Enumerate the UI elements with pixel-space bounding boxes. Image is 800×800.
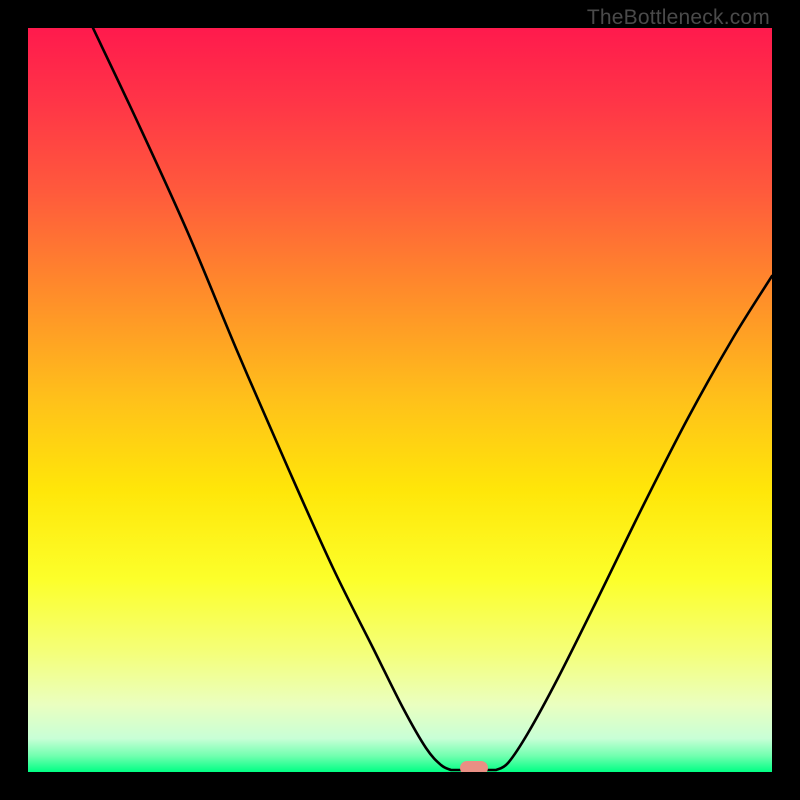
chart-frame: TheBottleneck.com [0, 0, 800, 800]
plot-area [28, 28, 772, 772]
optimal-marker [460, 761, 488, 772]
bottleneck-curve [28, 28, 772, 772]
watermark-text: TheBottleneck.com [587, 6, 770, 30]
